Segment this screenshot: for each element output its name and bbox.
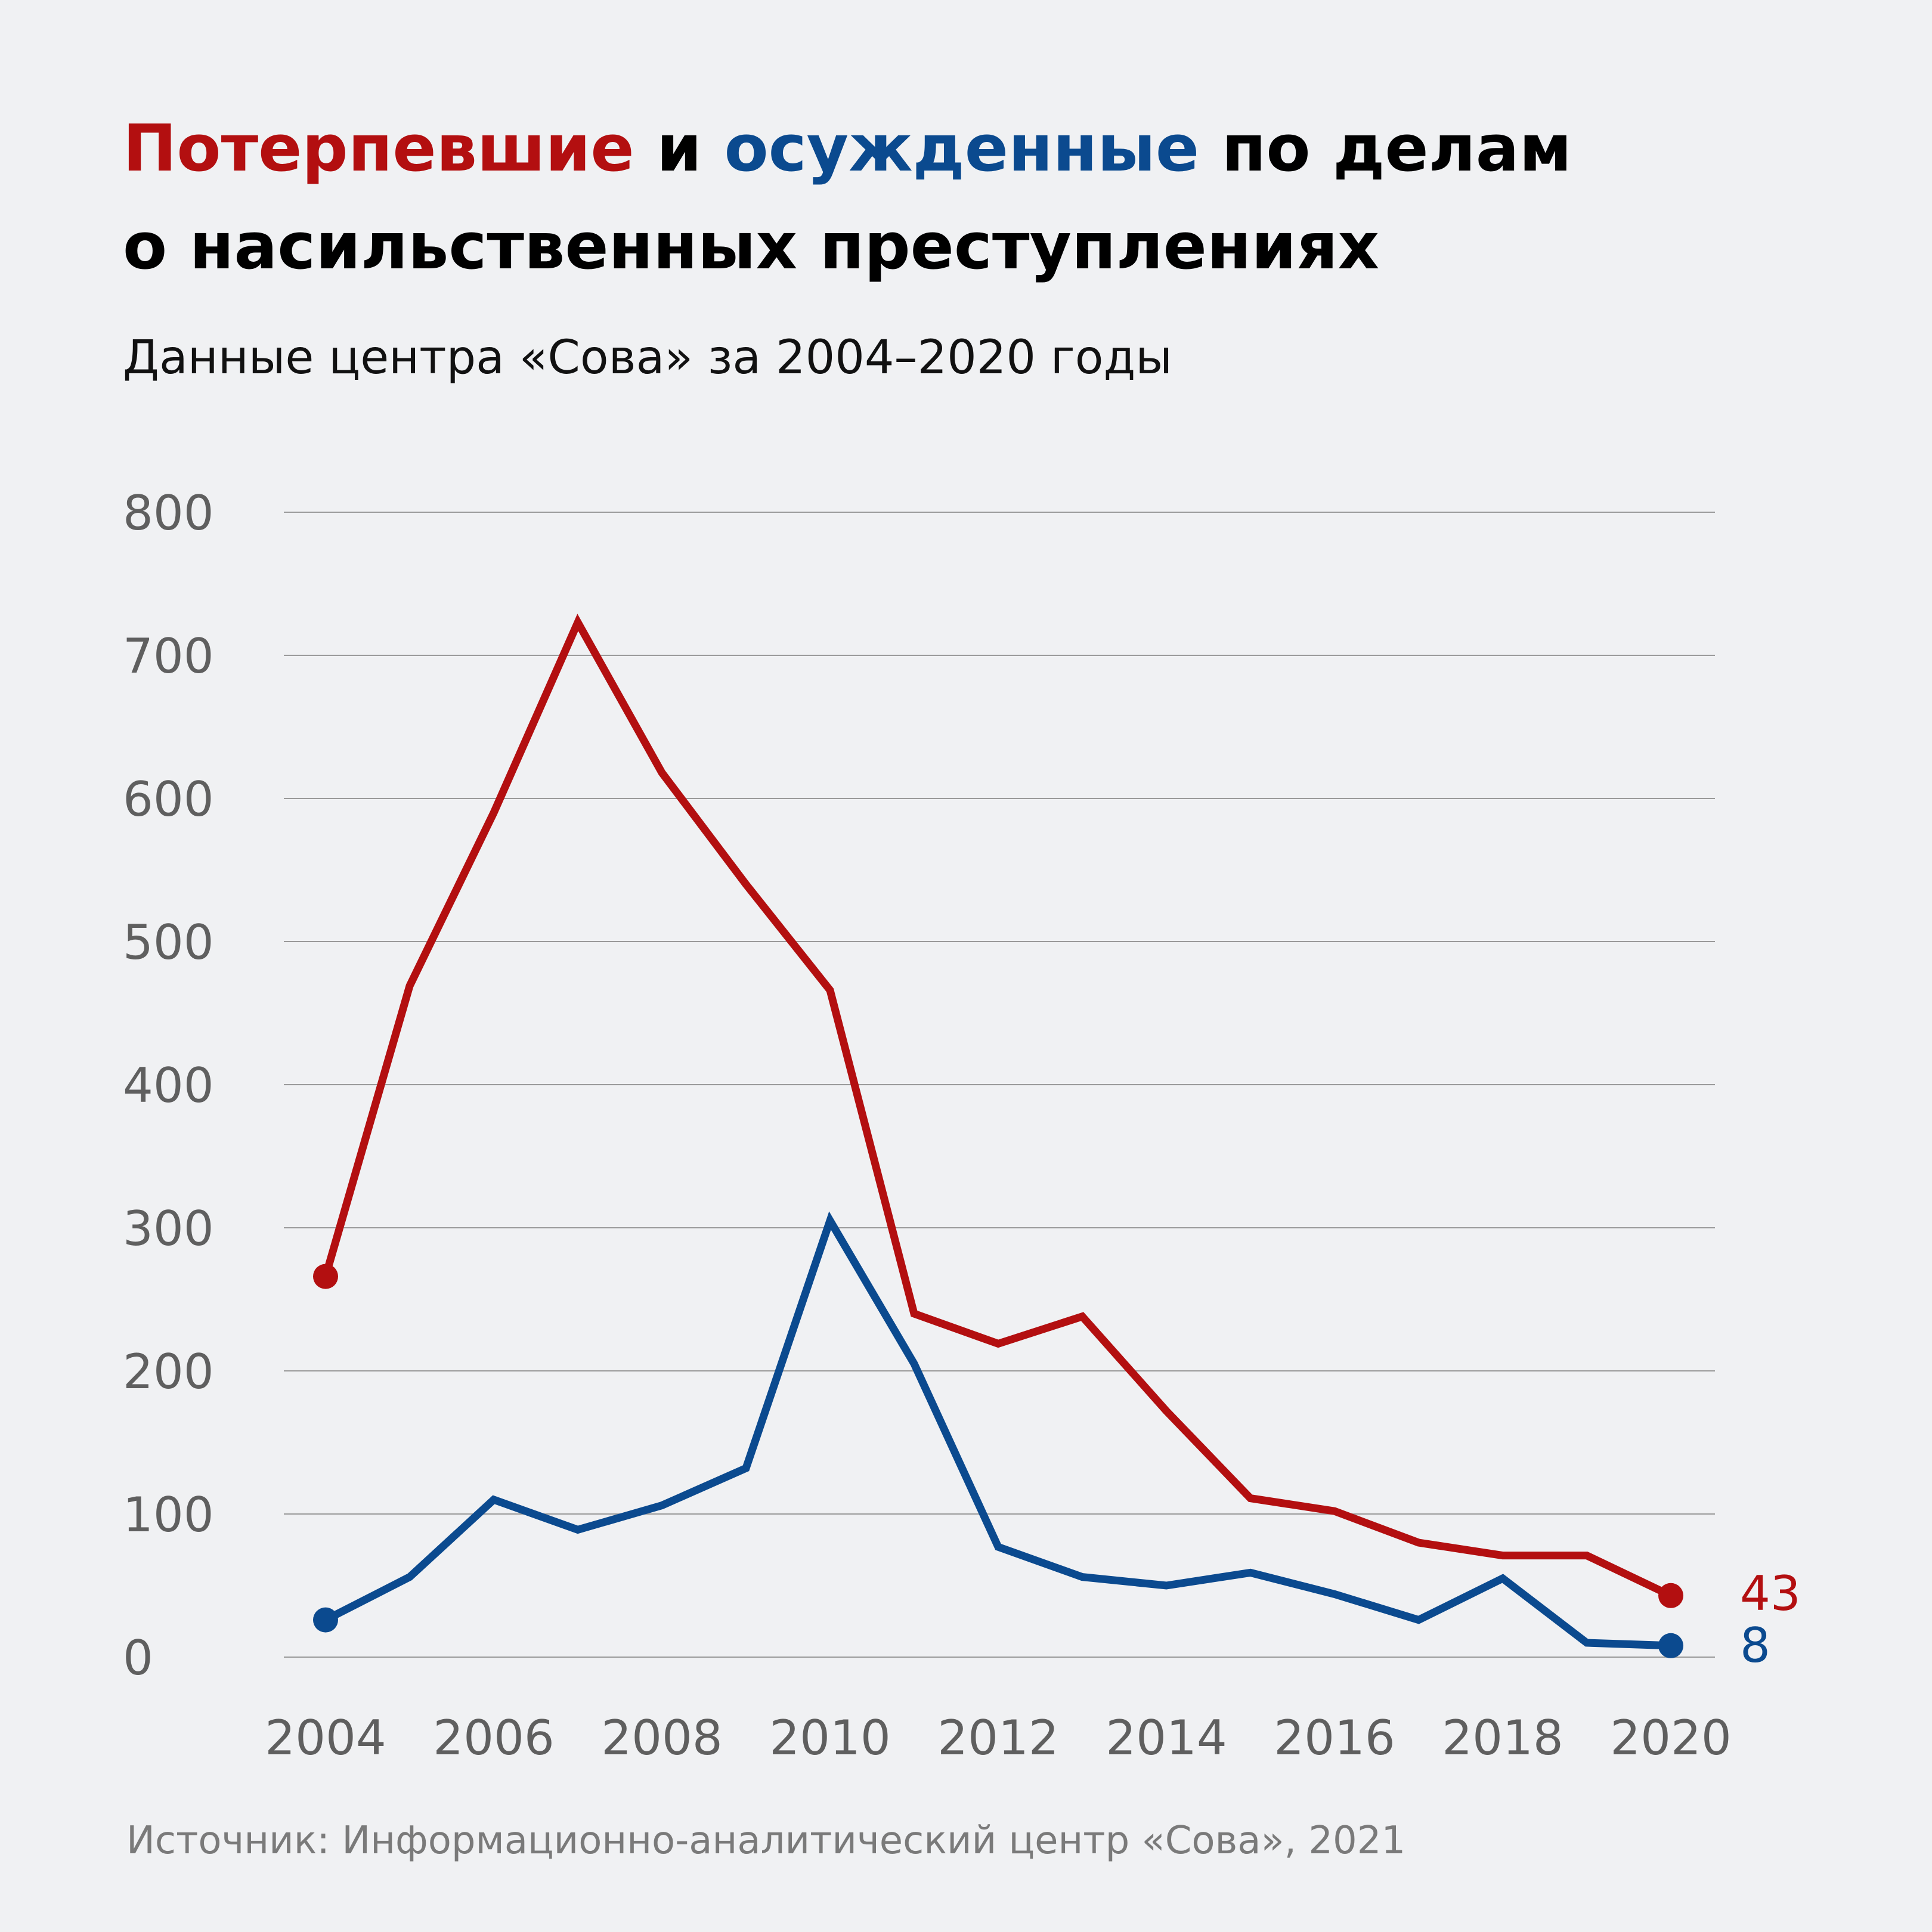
y-tick-label: 800	[123, 485, 214, 541]
title-victims: Потерпевшие	[123, 112, 634, 186]
y-tick-label: 0	[123, 1630, 153, 1686]
chart-subtitle: Данные центра «Сова» за 2004–2020 годы	[123, 331, 1172, 385]
x-tick-label: 2006	[433, 1710, 555, 1766]
x-tick-label: 2012	[937, 1710, 1059, 1766]
x-tick-label: 2004	[265, 1710, 386, 1766]
y-tick-label: 600	[123, 772, 214, 827]
x-tick-label: 2008	[601, 1710, 723, 1766]
series-start-point	[313, 1607, 338, 1633]
x-tick-label: 2014	[1106, 1710, 1227, 1766]
series-line	[321, 614, 1673, 1599]
y-tick-label: 700	[123, 628, 214, 684]
x-tick-label: 2016	[1274, 1710, 1395, 1766]
x-tick-label: 2010	[769, 1710, 891, 1766]
title-convicted: осужденные	[724, 112, 1200, 186]
title-line2: о насильственных преступлениях	[123, 209, 1380, 284]
series-end-point	[1658, 1583, 1683, 1608]
x-tick-label: 2018	[1442, 1710, 1563, 1766]
y-tick-label: 100	[123, 1487, 214, 1543]
x-tick-label: 2020	[1610, 1710, 1732, 1766]
title-cases: по делам	[1199, 112, 1572, 186]
y-tick-label: 400	[123, 1058, 214, 1113]
y-tick-label: 500	[123, 915, 214, 970]
series-end-label: 43	[1740, 1566, 1801, 1621]
title-and: и	[634, 112, 724, 186]
series-end-label: 8	[1740, 1618, 1770, 1673]
y-tick-label: 200	[123, 1344, 214, 1400]
source-note: Источник: Информационно-аналитический це…	[126, 1819, 1406, 1863]
y-tick-label: 300	[123, 1201, 214, 1256]
series-line	[324, 1211, 1671, 1650]
series-start-point	[313, 1264, 338, 1289]
series-end-point	[1658, 1633, 1683, 1658]
chart-title: Потерпевшие и осужденные по делам о наси…	[123, 100, 1852, 296]
